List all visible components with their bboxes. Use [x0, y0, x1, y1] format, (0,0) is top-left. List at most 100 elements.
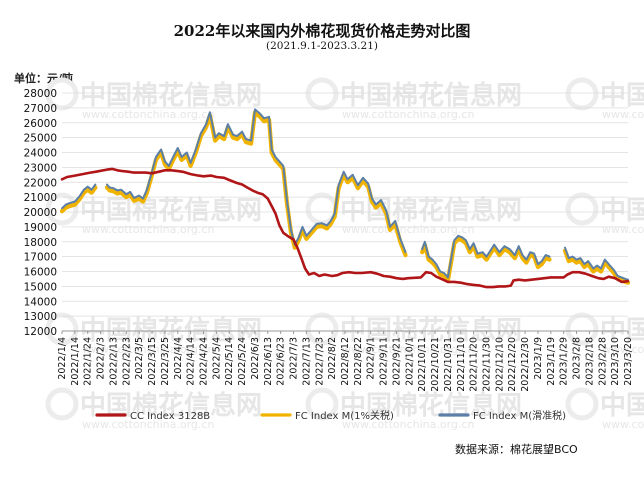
- x-tick-label: 2022/8/22: [353, 337, 364, 386]
- x-tick-label: 2022/4/4: [173, 337, 184, 380]
- watermark-name: 中国棉花信息网: [340, 80, 522, 111]
- source-label: 数据来源：棉花展望BCO: [455, 443, 578, 456]
- watermark-url: www.cottonchina.org.cn: [602, 108, 644, 121]
- watermark-name: 中国棉花信息网: [80, 80, 262, 111]
- x-tick-label: 2023/3/10: [610, 337, 621, 386]
- x-axis-ticks: 2022/1/4 2022/1/14 2022/1/24 2022/2/3 2022/2…: [57, 331, 634, 392]
- x-tick-label: 2022/6/3: [250, 337, 261, 380]
- x-tick-label: 2022/5/24: [237, 337, 248, 386]
- x-tick-label: 2023/1/9: [533, 337, 544, 380]
- x-tick-label: 2022/6/13: [263, 337, 274, 386]
- y-tick-label: 25000: [24, 133, 57, 145]
- watermark-logo-icon: [45, 387, 79, 421]
- x-tick-label: 2022/1/4: [57, 337, 68, 380]
- legend-label: FC Index M(滑准税): [473, 409, 566, 422]
- watermark-url: www.cottonchina.org.cn: [82, 418, 214, 431]
- chart-legend: CC Index 3128B FC Index M(1%关税) FC Index M…: [95, 409, 566, 422]
- y-tick-label: 23000: [24, 162, 57, 174]
- watermark-url: www.cottonchina.org.cn: [342, 343, 474, 356]
- watermark-url: www.cottonchina.org.cn: [602, 223, 644, 236]
- watermark-url: www.cottonchina.org.cn: [82, 108, 214, 121]
- y-tick-label: 27000: [24, 103, 57, 115]
- y-tick-label: 22000: [24, 177, 57, 189]
- watermark-name: 中国棉花信息网: [600, 80, 644, 111]
- x-tick-label: 2022/3/15: [147, 337, 158, 386]
- x-tick-label: 2022/7/23: [314, 337, 325, 386]
- x-tick-label: 2022/12/30: [520, 337, 531, 392]
- x-tick-label: 2023/3/20: [623, 337, 634, 386]
- x-tick-label: 2023/2/28: [597, 337, 608, 386]
- x-tick-label: 2022/12/20: [507, 337, 518, 392]
- y-tick-label: 16000: [24, 267, 57, 279]
- watermark-name: 中国棉花信息网: [80, 195, 262, 226]
- x-tick-label: 2023/1/29: [559, 337, 570, 386]
- y-tick-label: 13000: [24, 311, 57, 323]
- watermark-url: www.cottonchina.org.cn: [342, 418, 474, 431]
- x-tick-label: 2022/10/1: [404, 337, 415, 386]
- y-tick-label: 15000: [24, 281, 57, 293]
- x-tick-label: 2022/4/24: [199, 337, 210, 386]
- x-tick-label: 2022/2/3: [96, 337, 107, 380]
- fc-index-sliding-line-segment: [106, 108, 407, 254]
- y-tick-label: 21000: [24, 192, 57, 204]
- x-tick-label: 2023/2/18: [584, 337, 595, 386]
- x-tick-label: 2022/11/20: [469, 337, 480, 392]
- x-tick-label: 2022/11/30: [482, 337, 493, 392]
- legend-fc-index-sliding: FC Index M(滑准税): [438, 409, 566, 422]
- x-tick-label: 2022/10/31: [443, 337, 454, 392]
- cc-index-line-segment: [60, 167, 630, 289]
- x-tick-label: 2022/11/10: [456, 337, 467, 392]
- watermark-layer: 中国棉花信息网www.cottonchina.org.cn中国棉花信息网www.…: [45, 77, 644, 431]
- y-tick-label: 26000: [24, 118, 57, 130]
- y-axis-ticks: 12000 13000 14000 15000 16000 17000 18000 19000…: [24, 88, 57, 338]
- y-tick-label: 20000: [24, 207, 57, 219]
- y-tick-label: 17000: [24, 252, 57, 264]
- watermark-logo-icon: [565, 387, 599, 421]
- chart-gridlines: [62, 92, 628, 332]
- x-tick-label: 2022/8/12: [340, 337, 351, 386]
- legend-label: FC Index M(1%关税): [295, 409, 394, 422]
- watermark-url: www.cottonchina.org.cn: [342, 108, 474, 121]
- x-tick-label: 2022/1/14: [70, 337, 81, 386]
- watermark-logo-icon: [305, 77, 339, 111]
- x-tick-label: 2022/12/10: [494, 337, 505, 392]
- legend-fc-index-1pct: FC Index M(1%关税): [260, 409, 394, 422]
- watermark-name: 中国棉花信息网: [340, 195, 522, 226]
- x-tick-label: 2022/7/3: [289, 337, 300, 380]
- fc-index-sliding-line-segment: [421, 234, 551, 279]
- x-tick-label: 2022/2/13: [108, 337, 119, 386]
- watermark-logo-icon: [565, 192, 599, 226]
- watermark-logo-icon: [45, 312, 79, 346]
- x-tick-label: 2023/2/8: [572, 337, 583, 380]
- watermark-url: www.cottonchina.org.cn: [602, 418, 644, 431]
- x-tick-label: 2022/9/21: [391, 337, 402, 386]
- watermark-logo-icon: [305, 312, 339, 346]
- watermark-url: www.cottonchina.org.cn: [82, 223, 214, 236]
- y-tick-label: 28000: [24, 88, 57, 100]
- chart-title: 2022年以来国内外棉花现货价格走势对比图: [173, 22, 471, 40]
- chart-subtitle: (2021.9.1-2023.3.21): [266, 40, 378, 52]
- x-tick-label: 2022/4/14: [186, 337, 197, 386]
- x-tick-label: 2023/1/19: [546, 337, 557, 386]
- legend-cc-index: CC Index 3128B: [95, 411, 210, 422]
- x-tick-label: 2022/2/23: [121, 337, 132, 386]
- fc-index-1pct-line-segment: [59, 185, 98, 214]
- legend-label: CC Index 3128B: [130, 411, 210, 422]
- watermark-logo-icon: [565, 312, 599, 346]
- x-tick-label: 2022/1/24: [83, 337, 94, 386]
- watermark-logo-icon: [565, 77, 599, 111]
- watermark-name: 中国棉花信息网: [600, 390, 644, 421]
- x-tick-label: 2022/10/21: [430, 337, 441, 392]
- x-tick-label: 2022/3/25: [160, 337, 171, 386]
- x-tick-label: 2022/5/4: [211, 337, 222, 380]
